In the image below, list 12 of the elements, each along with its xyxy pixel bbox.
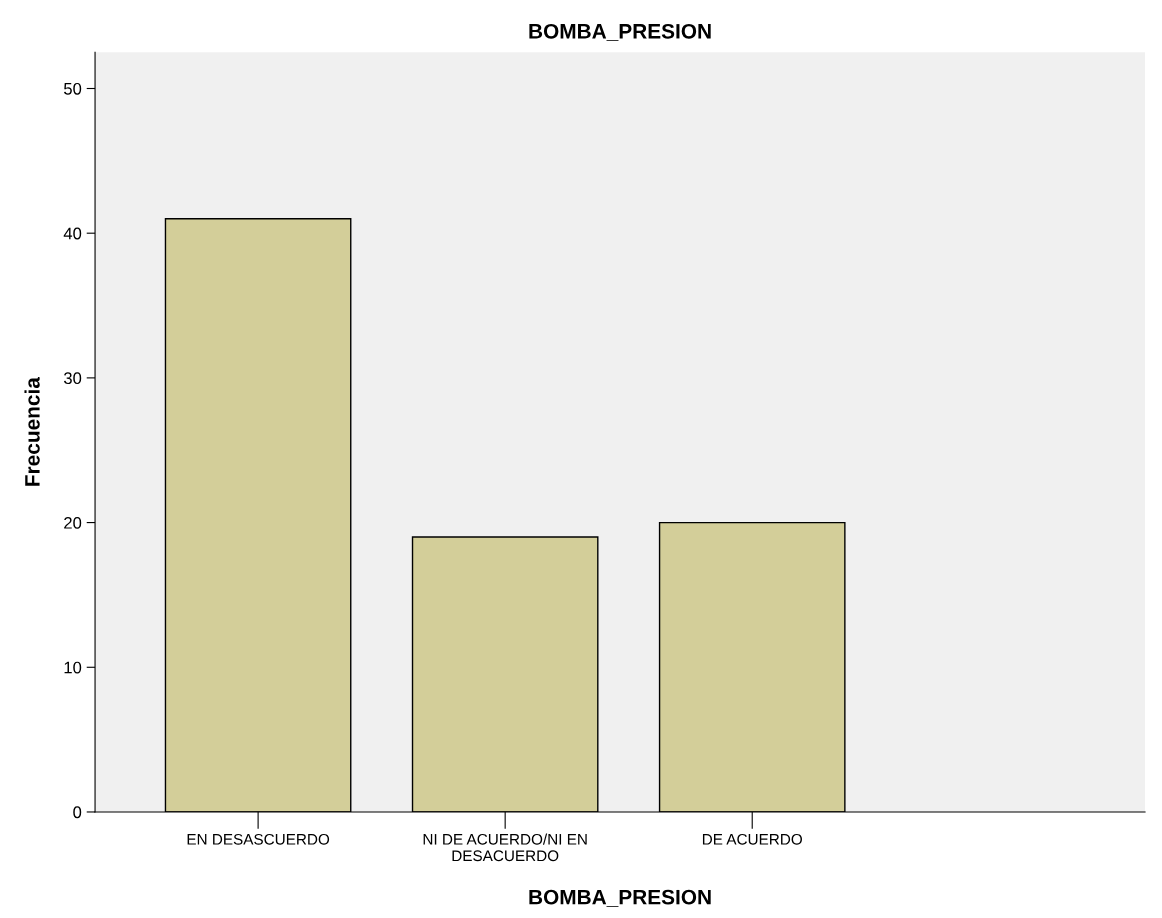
y-axis-title: Frecuencia <box>24 377 40 486</box>
x-tick-label: DE ACUERDO <box>702 833 802 845</box>
y-tick-label: 30 <box>63 372 82 385</box>
x-axis-title: BOMBA_PRESION <box>529 889 711 907</box>
y-tick-label: 50 <box>63 82 82 95</box>
chart-title: BOMBA_PRESION <box>529 23 711 41</box>
x-tick-label: NI DE ACUERDO/NI EN DESACUERDO <box>423 833 587 862</box>
x-tick-label: EN DESASCUERDO <box>187 833 330 845</box>
y-tick-label: 0 <box>73 806 82 819</box>
y-tick-label: 10 <box>64 661 82 674</box>
y-tick-label: 20 <box>64 516 82 529</box>
y-tick-label: 40 <box>63 227 82 240</box>
